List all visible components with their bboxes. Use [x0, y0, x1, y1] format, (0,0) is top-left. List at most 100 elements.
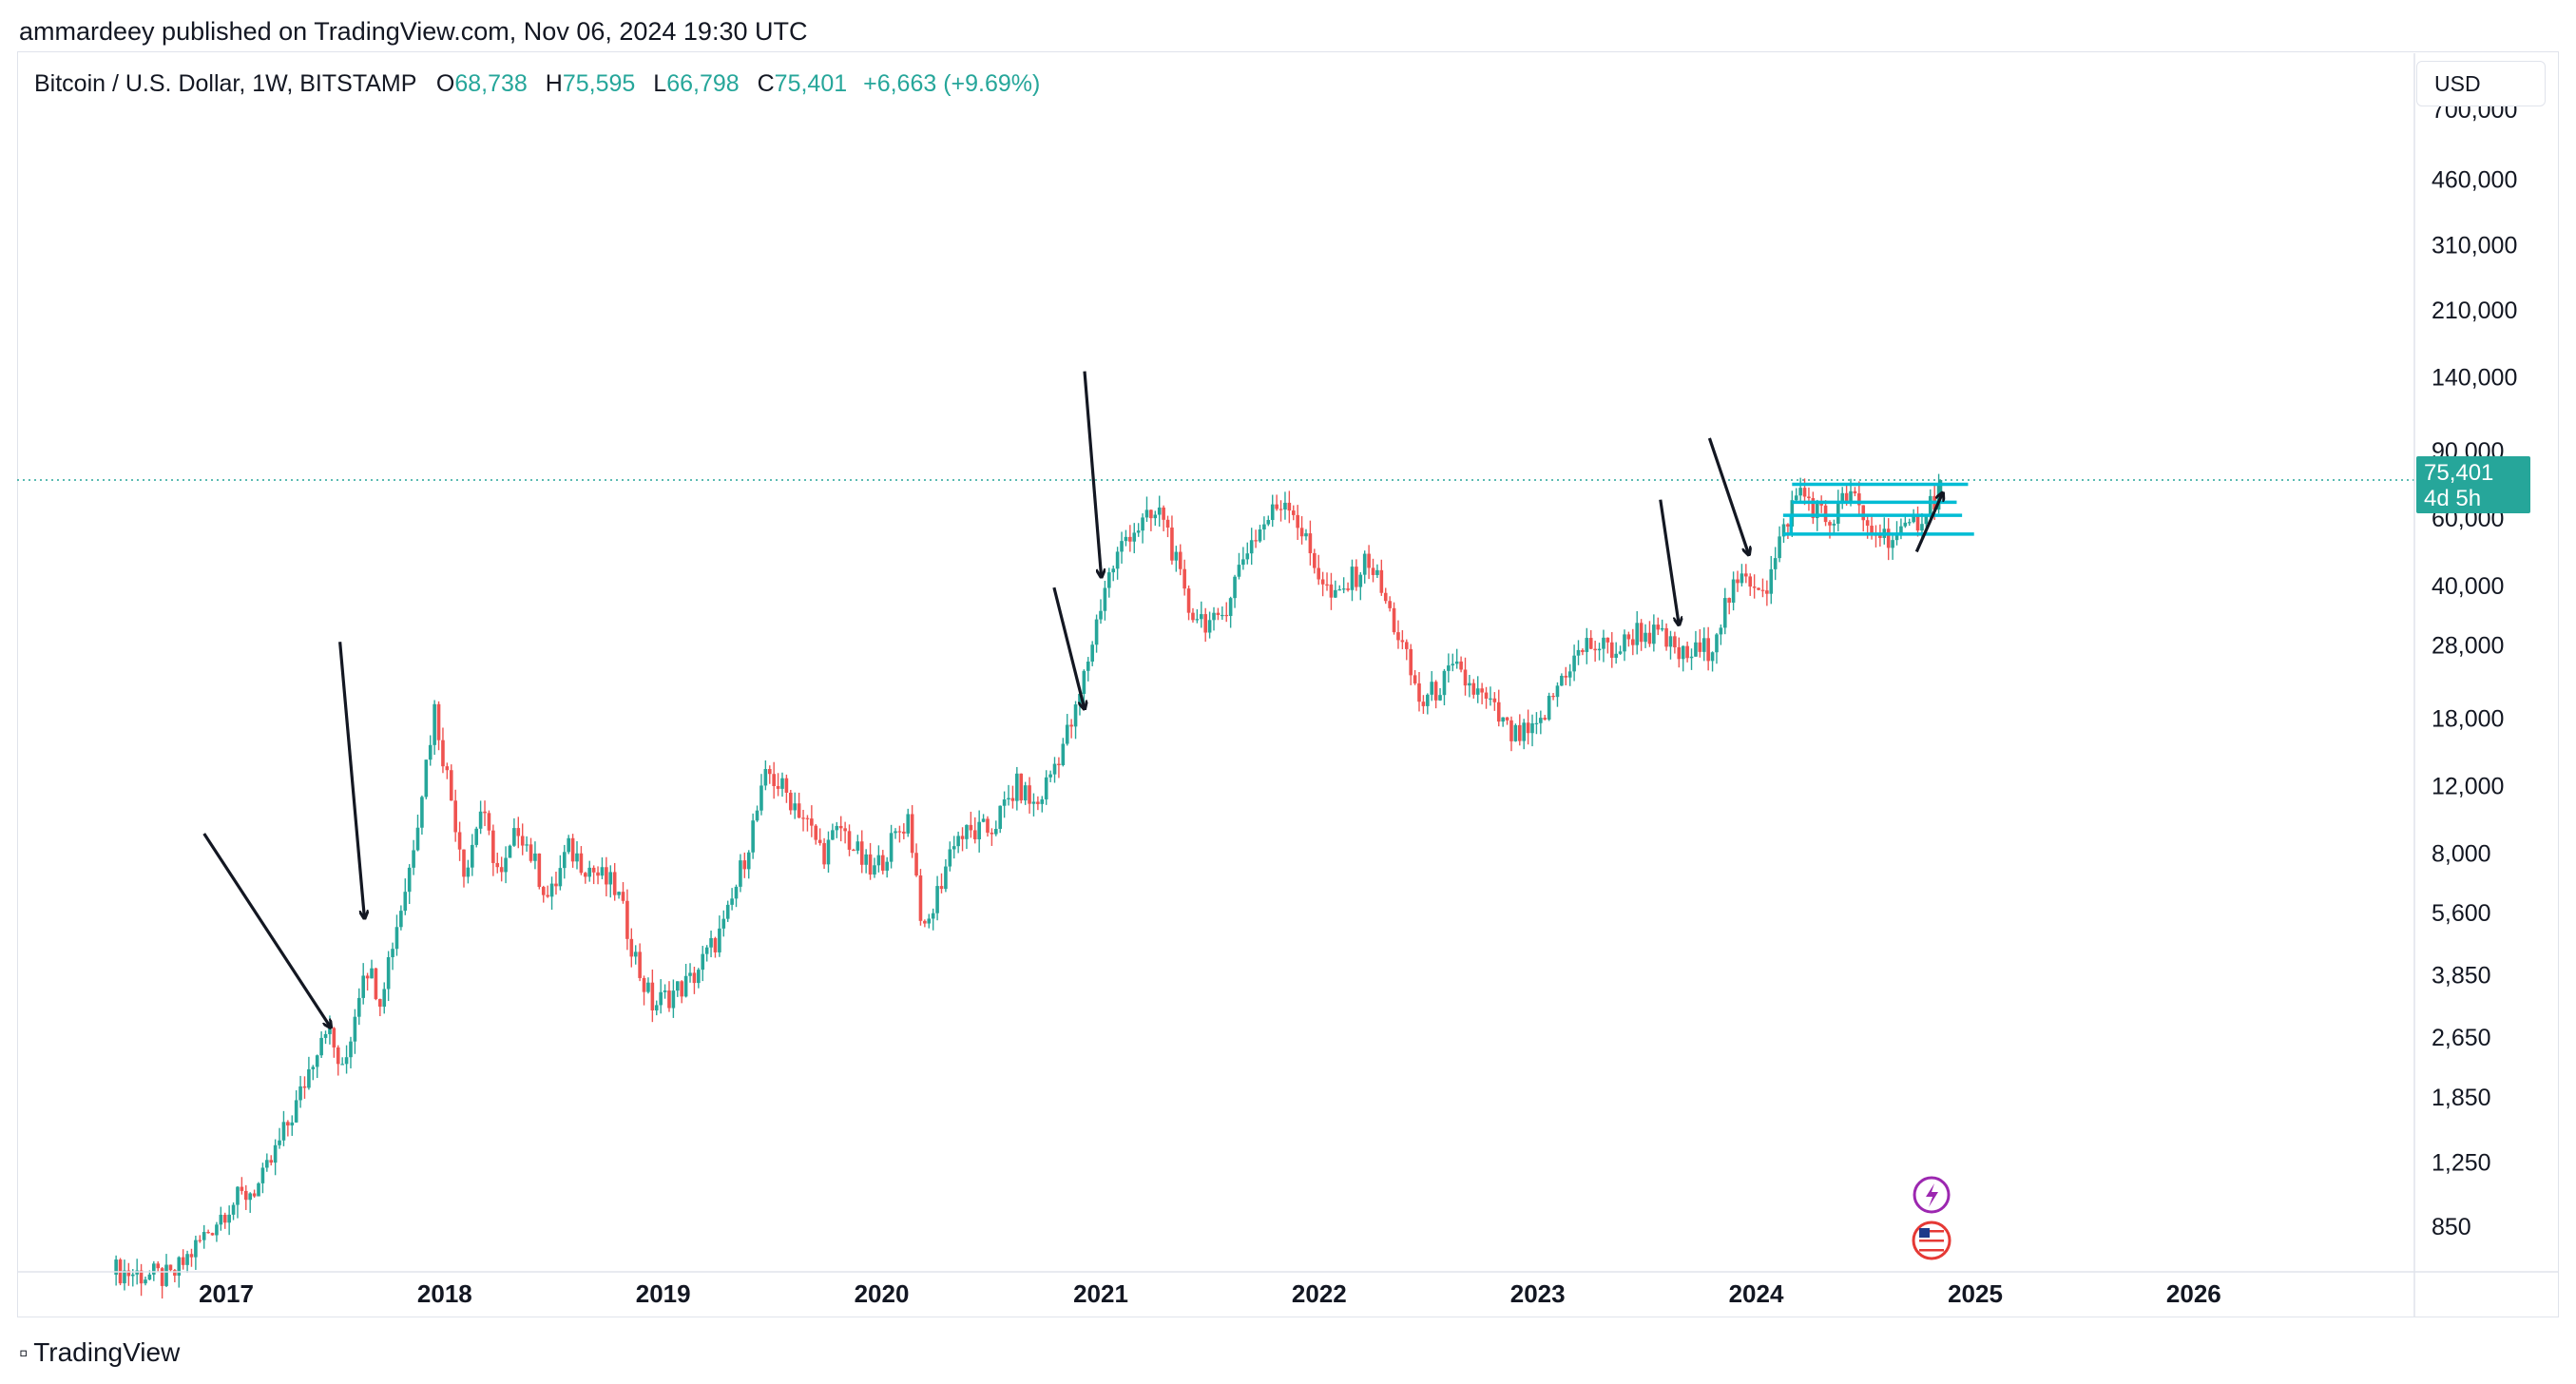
candle-body — [822, 842, 826, 865]
candle-body — [403, 892, 408, 912]
candle-body — [1786, 524, 1790, 527]
tradingview-logo[interactable]: ▫ TradingView — [19, 1337, 180, 1368]
candle-body — [1605, 637, 1610, 643]
candle-body — [1371, 567, 1375, 575]
candle-body — [144, 1279, 147, 1284]
tv-logo-icon: ▫ — [19, 1337, 28, 1367]
candle-body — [1199, 614, 1203, 620]
candle-body — [1447, 665, 1451, 671]
publisher-text: ammardeey published on TradingView.com, … — [19, 17, 808, 46]
candle-body — [1010, 798, 1015, 801]
candle-body — [969, 824, 973, 831]
candle-body — [315, 1055, 319, 1067]
candle-body — [361, 975, 366, 998]
candle-body — [692, 972, 697, 984]
price-tick-label: 460,000 — [2432, 167, 2517, 194]
candle-body — [990, 832, 994, 835]
candle-body — [1078, 693, 1082, 705]
high-value: 75,595 — [562, 70, 636, 97]
candle-body — [1015, 773, 1019, 801]
arrows — [202, 371, 1943, 1028]
candle-body — [1832, 523, 1836, 526]
candle-body — [591, 867, 596, 873]
candle-body — [605, 867, 608, 885]
publisher-line: ammardeey published on TradingView.com, … — [19, 17, 807, 47]
candle-body — [667, 990, 671, 1009]
candle-body — [278, 1140, 281, 1145]
candle-body — [508, 845, 512, 858]
candle-body — [344, 1057, 349, 1065]
candle-body — [1572, 655, 1576, 672]
candle-body — [307, 1068, 311, 1088]
candle-body — [302, 1086, 307, 1088]
candle-body — [123, 1270, 126, 1284]
candle-body — [386, 956, 391, 990]
candle-body — [1790, 500, 1795, 527]
candle-body — [546, 894, 549, 897]
candle-body — [1836, 502, 1840, 524]
candle-body — [675, 981, 680, 991]
candle-body — [1061, 743, 1066, 765]
open-label: O — [435, 70, 455, 97]
candle-body — [466, 867, 471, 877]
candle-body — [1337, 589, 1342, 591]
candle-body — [633, 952, 638, 957]
candle-body — [697, 970, 701, 984]
candle-body — [1308, 533, 1313, 553]
candle-body — [1694, 642, 1698, 657]
candle-body — [1534, 722, 1539, 724]
currency-selector-button[interactable]: USD — [2416, 61, 2546, 106]
candle-body — [642, 977, 646, 992]
candle-body — [558, 868, 563, 887]
candle-body — [1894, 532, 1899, 541]
candle-body — [1237, 565, 1241, 577]
candle-body — [763, 769, 768, 786]
candle-body — [1660, 627, 1664, 630]
candle-body — [1802, 488, 1807, 497]
candle-body — [562, 852, 567, 869]
flag-stripe — [1919, 1240, 1945, 1242]
candle-body — [189, 1254, 194, 1258]
time-tick-label: 2023 — [1510, 1279, 1566, 1308]
candle-body — [1664, 627, 1668, 647]
candle-body — [1539, 718, 1543, 723]
candle-body — [1849, 490, 1853, 503]
candle-body — [1588, 638, 1593, 649]
candle-body — [1920, 524, 1924, 531]
candle-body — [1036, 801, 1040, 804]
candle-body — [977, 821, 981, 839]
candle-body — [391, 949, 394, 957]
candle-body — [1413, 675, 1417, 683]
candle-body — [353, 1016, 357, 1042]
candle-body — [910, 814, 914, 854]
candle-body — [730, 898, 734, 905]
candle-body — [1069, 724, 1073, 727]
candle-body — [260, 1167, 265, 1183]
candle-body — [1706, 638, 1710, 662]
candle-body — [713, 937, 718, 952]
candle-body — [1170, 527, 1174, 561]
candle-body — [587, 867, 592, 877]
candle-body — [1379, 569, 1384, 593]
candle-body — [1044, 777, 1048, 799]
candle-body — [1224, 614, 1229, 617]
candle-body — [1350, 567, 1355, 590]
candle-body — [952, 846, 956, 850]
candle-body — [784, 778, 789, 793]
candle-body — [671, 990, 676, 1009]
time-tick-label: 2025 — [1948, 1279, 2003, 1308]
candle-body — [130, 1274, 135, 1277]
symbol-name[interactable]: Bitcoin / U.S. Dollar, 1W, BITSTAMP — [34, 70, 416, 97]
candle-body — [273, 1144, 278, 1163]
candle-body — [1019, 773, 1024, 801]
candle-body — [1668, 636, 1673, 647]
candle-body — [1433, 682, 1438, 701]
candle-body — [780, 778, 784, 789]
candle-body — [1719, 627, 1723, 635]
candle-body — [567, 837, 570, 853]
candle-body — [852, 849, 855, 852]
candle-body — [1513, 724, 1518, 741]
candle-body — [1597, 648, 1602, 651]
candle-body — [612, 872, 617, 895]
